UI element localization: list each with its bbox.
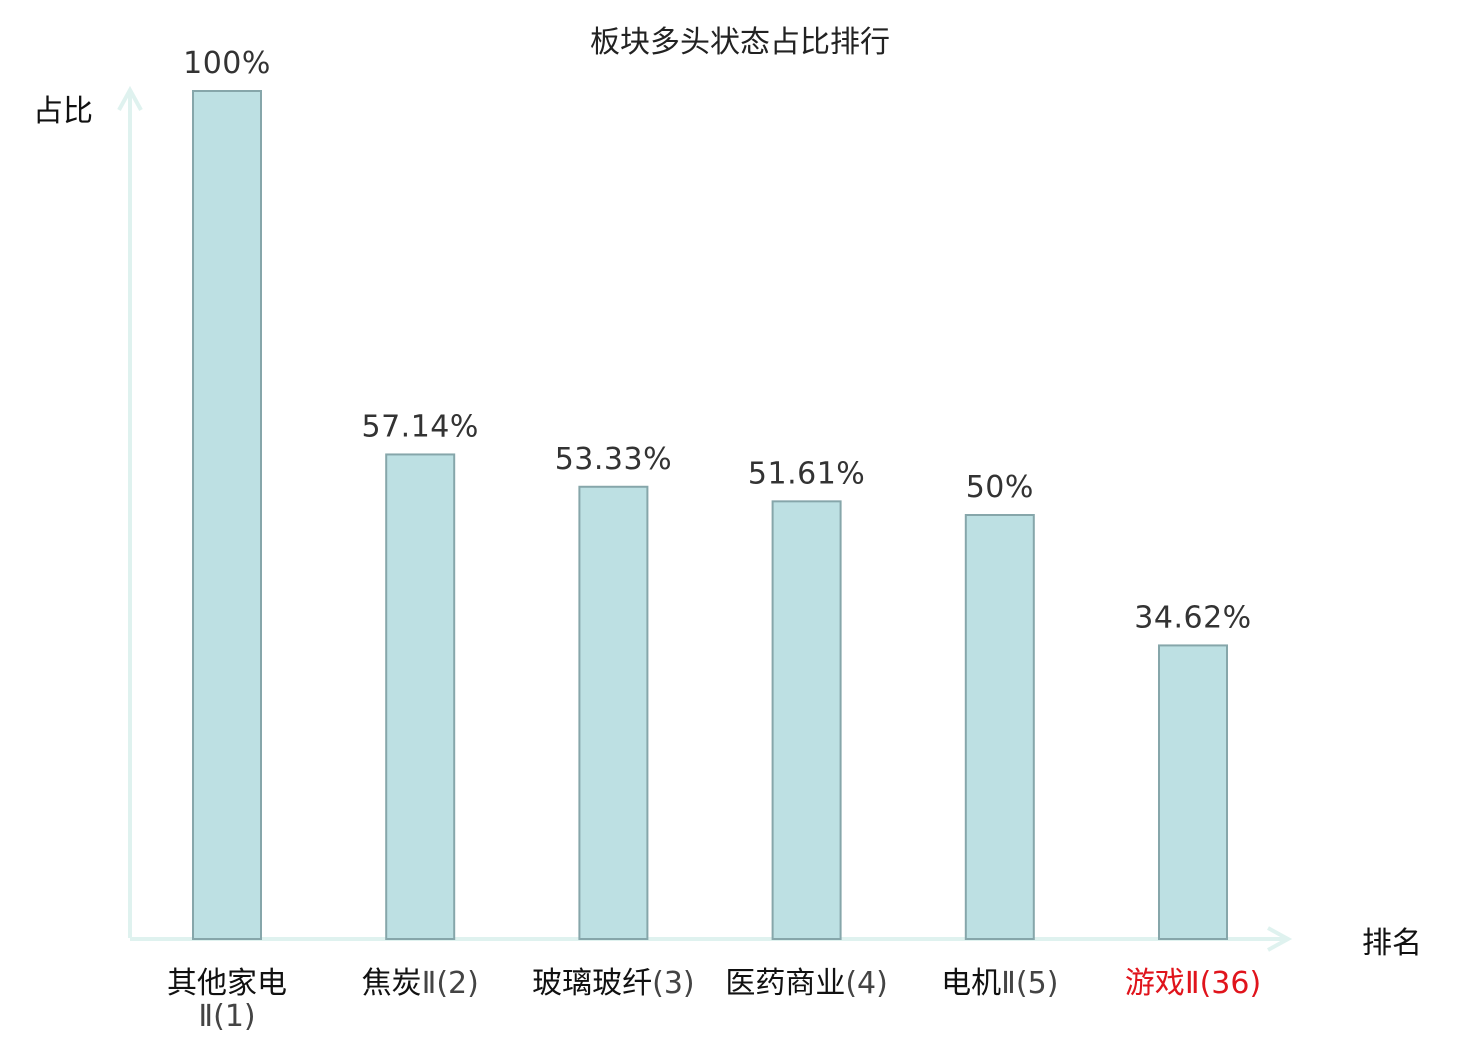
x-tick-label-name: 游戏 [1125,966,1185,1001]
x-tick-label: 其他家电 Ⅱ(1) [167,966,287,1034]
y-axis-arrow [117,85,143,111]
x-tick-label-name: 玻璃玻纤 [532,966,652,1001]
x-tick-label: 电机Ⅱ(5) [941,966,1058,1001]
chart-title: 板块多头状态占比排行 [590,25,890,60]
x-tick-label-rank: (3) [652,966,695,1001]
bar-group: 50% 电机Ⅱ(5) [941,470,1058,1001]
bar-value-label: 50% [966,470,1034,505]
x-tick-label-rank: Ⅱ(36) [1185,966,1261,1001]
x-tick-label: 游戏Ⅱ(36) [1125,966,1261,1001]
x-tick-label: 玻璃玻纤(3) [532,966,695,1001]
bar [578,485,649,940]
bar-group: 51.61% 医药商业(4) [725,456,888,1001]
x-tick-label-name: 医药商业 [725,966,845,1001]
bar-value-label: 100% [183,46,271,81]
x-tick-label: 医药商业(4) [725,966,888,1001]
bar-group: 34.62% 游戏Ⅱ(36) [1125,600,1261,1001]
x-tick-label-rank: Ⅱ(2) [422,966,479,1001]
bar [771,500,842,940]
y-axis-label: 占比 [33,94,93,129]
bar-group: 100% 其他家电 Ⅱ(1) [167,46,287,1034]
x-axis [130,926,1293,952]
bar-group: 53.33% 玻璃玻纤(3) [532,442,695,1001]
bar [964,514,1035,940]
bars: 100% 其他家电 Ⅱ(1) 57.14% 焦炭Ⅱ(2) 53.33% 玻璃玻纤(3) 51.… [167,46,1261,1034]
x-tick-label-name: 其他家电 [167,966,287,1001]
bar-group: 57.14% 焦炭Ⅱ(2) [362,409,479,1001]
x-tick-label-rank: (4) [845,966,888,1001]
x-tick-label: 焦炭Ⅱ(2) [362,966,479,1001]
x-axis-arrow [1267,926,1293,952]
x-tick-label-rank: Ⅱ(5) [1001,966,1058,1001]
bar-value-label: 51.61% [748,456,865,491]
y-axis [117,85,143,938]
bar-value-label: 57.14% [362,409,479,444]
x-axis-label: 排名 [1362,926,1422,961]
x-tick-label-name: 焦炭 [362,966,422,1001]
x-tick-label-name: 电机 [941,966,1001,1001]
bar-value-label: 53.33% [555,442,672,477]
x-tick-label-rank: Ⅱ(1) [198,999,255,1034]
bar [1158,644,1228,941]
bar [385,453,456,940]
bar-value-label: 34.62% [1134,600,1251,635]
bar [192,90,262,940]
